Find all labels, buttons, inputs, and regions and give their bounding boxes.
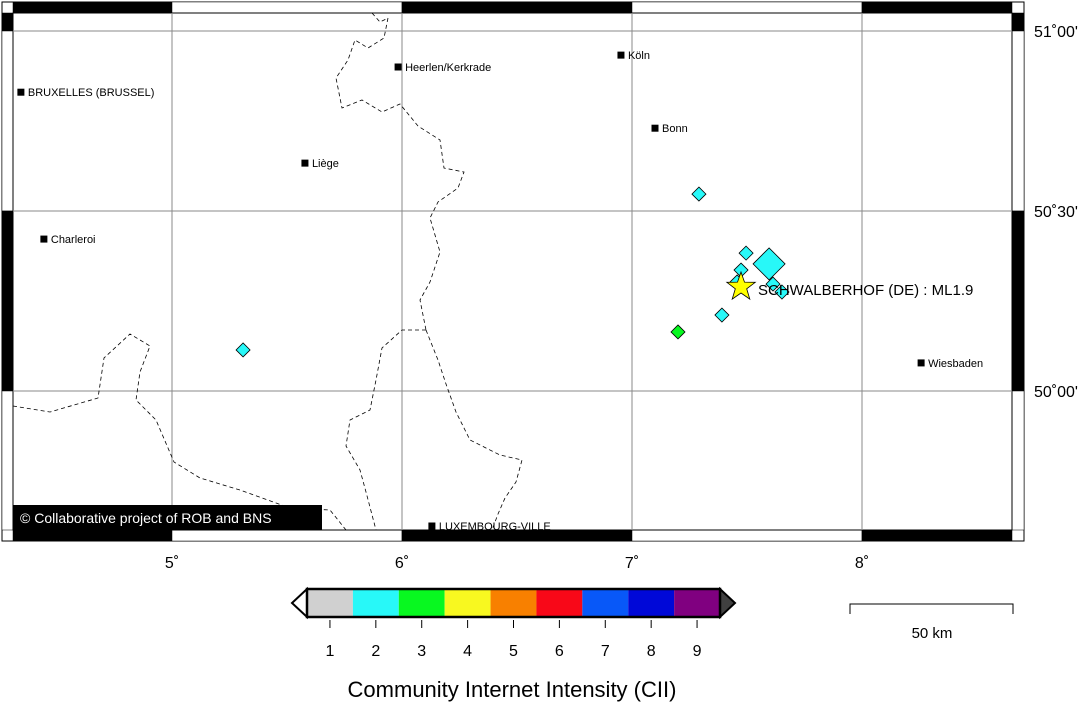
colorbar-swatch-2 <box>352 589 399 617</box>
city-marker <box>617 51 625 59</box>
colorbar-label: 1 <box>325 643 334 660</box>
frame-segment <box>1 12 14 32</box>
frame-segment <box>12 529 173 542</box>
frame-segment <box>171 1 403 14</box>
frame-segment <box>171 529 403 542</box>
epicenter-label: SCHWALBERHOF (DE) : ML1.9 <box>758 282 973 299</box>
border-nl-be-de <box>335 12 465 331</box>
report-diamond-cii-2 <box>235 342 251 358</box>
city-label: BRUXELLES (BRUSSEL) <box>28 87 155 99</box>
colorbar-label: 4 <box>463 643 472 660</box>
lat-label: 50˚00' <box>1034 384 1078 401</box>
axis-labels: 5˚ 6˚ 7˚ 8˚ 51˚00' 50˚30' 50˚00' <box>165 24 1078 572</box>
report-diamond-cii-3 <box>670 324 686 340</box>
city-marker <box>917 359 925 367</box>
city-marker <box>394 63 402 71</box>
frame-segment <box>401 1 633 14</box>
lon-label: 8˚ <box>855 555 869 572</box>
map-area <box>12 12 1013 531</box>
map-frame <box>1 1 1025 542</box>
city-marker <box>651 124 659 132</box>
lon-label: 6˚ <box>395 555 409 572</box>
report-diamond-cii-2 <box>691 186 707 202</box>
report-diamond-cii-2 <box>774 284 790 300</box>
border-be-lux <box>345 329 426 531</box>
report-diamond-cii-2 <box>738 245 754 261</box>
copyright-box: © Collaborative project of ROB and BNS <box>13 505 322 530</box>
frame-segment <box>631 529 863 542</box>
cii-colorbar: 1 2 3 4 5 6 7 8 9 <box>290 586 737 660</box>
frame-segment <box>1011 30 1025 212</box>
frame-segment <box>1 30 14 212</box>
city-label: Charleroi <box>51 234 96 246</box>
colorbar-swatch-8 <box>628 589 675 617</box>
city-marker <box>40 235 48 243</box>
colorbar-swatch-9 <box>674 589 720 617</box>
scale-bar-label: 50 km <box>912 625 953 642</box>
frame-segment <box>12 1 173 14</box>
frame-segment <box>1 210 14 392</box>
country-borders <box>12 12 523 531</box>
colorbar-swatch-3 <box>398 589 445 617</box>
city-marker <box>301 159 309 167</box>
city-label: Liège <box>312 158 339 170</box>
colorbar-swatch-1 <box>307 589 353 617</box>
lon-label: 7˚ <box>625 555 639 572</box>
colorbar-swatch-6 <box>536 589 583 617</box>
city-label: Köln <box>628 50 650 62</box>
colorbar-swatch-5 <box>490 589 537 617</box>
border-be-fr <box>12 333 347 531</box>
colorbar-above-triangle <box>719 586 737 620</box>
city-marker <box>428 522 436 530</box>
city-label: LUXEMBOURG-VILLE <box>439 521 551 533</box>
colorbar-label: 8 <box>647 643 656 660</box>
frame-segment <box>861 529 1013 542</box>
frame-segment <box>1011 12 1025 32</box>
epicenter: SCHWALBERHOF (DE) : ML1.9 <box>725 270 973 301</box>
colorbar-label: 6 <box>555 643 564 660</box>
graticule <box>13 13 1012 530</box>
city-label: Wiesbaden <box>928 358 983 370</box>
frame-segment <box>1011 390 1025 531</box>
colorbar-label: 2 <box>371 643 380 660</box>
colorbar-swatch-7 <box>582 589 629 617</box>
colorbar-below-triangle <box>290 586 308 620</box>
frame-segment <box>861 1 1013 14</box>
city-label: Heerlen/Kerkrade <box>405 62 491 74</box>
colorbar-swatch-4 <box>444 589 491 617</box>
report-diamond-cii-2 <box>752 247 786 281</box>
frame-segment <box>1011 210 1025 392</box>
frame-segment <box>631 1 863 14</box>
epicenter-star-icon <box>725 270 757 301</box>
copyright-text: © Collaborative project of ROB and BNS <box>20 510 272 526</box>
colorbar-label: 5 <box>509 643 518 660</box>
lon-label: 5˚ <box>165 555 179 572</box>
city-markers: BRUXELLES (BRUSSEL) Heerlen/Kerkrade Köln B… <box>17 50 983 533</box>
city-label: Bonn <box>662 123 688 135</box>
colorbar-outline <box>305 587 722 619</box>
scale-bar: 50 km <box>849 603 1014 642</box>
colorbar-label: 3 <box>417 643 426 660</box>
report-diamond-cii-2 <box>714 307 730 323</box>
city-marker <box>17 88 25 96</box>
border-lux-de <box>425 329 523 531</box>
frame-segment <box>1 390 14 531</box>
report-diamond-cii-2 <box>765 276 781 292</box>
colorbar-label: 9 <box>693 643 702 660</box>
legend-title: Community Internet Intensity (CII) <box>348 677 677 702</box>
colorbar-label: 7 <box>601 643 610 660</box>
lat-label: 50˚30' <box>1034 204 1078 221</box>
lat-label: 51˚00' <box>1034 24 1078 41</box>
